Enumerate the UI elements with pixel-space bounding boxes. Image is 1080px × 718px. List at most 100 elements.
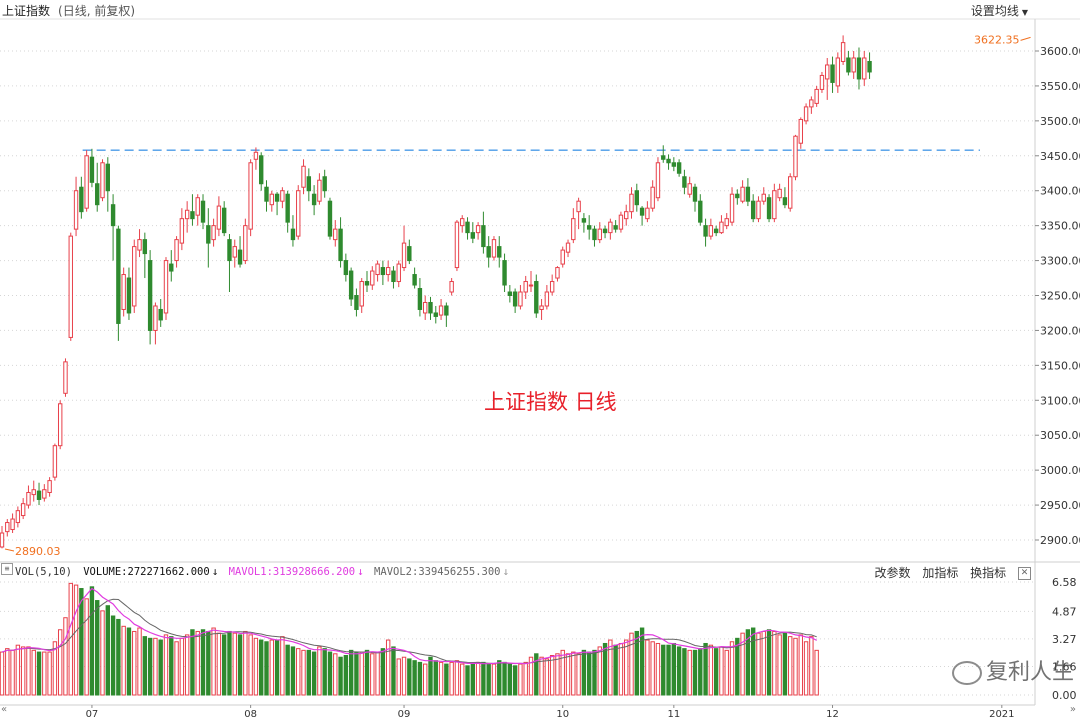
volume-tick-label: 4.87: [1052, 605, 1077, 618]
candle-down: [322, 176, 327, 192]
candle-up: [370, 270, 375, 286]
candle-down: [311, 193, 317, 206]
volume-bar-up: [491, 663, 497, 696]
volume-bar-up: [475, 661, 481, 696]
volume-bar-down: [412, 660, 417, 696]
candle-down: [417, 288, 423, 310]
candle-up: [772, 190, 777, 220]
close-icon[interactable]: ✕: [1018, 567, 1031, 580]
price-candles: [0, 35, 872, 549]
volume-bar-up: [549, 655, 555, 696]
price-tick-label: 3300.00: [1040, 255, 1080, 268]
volume-bar-down: [169, 636, 174, 696]
volume-bar-down: [507, 663, 513, 696]
mavol2-number: 339456255.300: [418, 566, 501, 578]
price-tick-label: 3000.00: [1040, 464, 1080, 477]
price-tick-label: 3100.00: [1040, 394, 1080, 407]
candle-up: [544, 291, 550, 307]
candle-up: [248, 162, 253, 230]
volume-bar-down: [486, 663, 491, 696]
volume-bar-down: [274, 639, 280, 696]
volume-bar-up: [137, 627, 142, 696]
volume-bar-up: [15, 644, 21, 696]
candle-up: [121, 274, 126, 310]
candle-down: [502, 260, 507, 286]
volume-bar-up: [555, 653, 560, 696]
volume-bar-down: [481, 661, 486, 696]
candle-down: [661, 155, 666, 160]
mavol1-number: 313928666.200: [272, 566, 356, 578]
candle-down: [147, 260, 153, 331]
volume-legend: VOL(5,10) VOLUME:272271662.000 ↓ MAVOL1:3…: [15, 565, 509, 578]
candle-down: [264, 186, 269, 202]
candle-up: [396, 263, 401, 283]
candle-up: [280, 190, 285, 202]
volume-bar-down: [417, 661, 423, 696]
volume-bar-up: [438, 661, 444, 696]
volume-bar-up: [528, 656, 534, 696]
time-tick-label: 12: [826, 709, 839, 718]
volume-bar-down: [433, 660, 438, 696]
candle-down: [364, 281, 370, 286]
candle-up: [84, 155, 89, 209]
collapse-icon[interactable]: ≡: [1, 563, 13, 575]
max-marker-label: 3622.35: [974, 33, 1020, 46]
candle-down: [750, 200, 756, 220]
candle-up: [650, 186, 655, 209]
candle-down: [444, 305, 449, 316]
chart-title: 上证指数: [2, 4, 51, 18]
mavol1-label: MAVOL1:: [228, 566, 273, 578]
candle-up: [708, 225, 714, 237]
price-tick-label: 3250.00: [1040, 290, 1080, 303]
candle-up: [729, 193, 735, 223]
volume-bar-up: [195, 630, 200, 696]
volume-bar-down: [327, 651, 333, 696]
candle-down: [465, 221, 470, 234]
volume-bar-down: [311, 651, 317, 696]
volume-bar-down: [259, 639, 264, 696]
volume-bar-down: [634, 630, 639, 696]
edit-params-button[interactable]: 改参数: [874, 566, 911, 580]
candle-up: [301, 165, 306, 188]
grid: [0, 18, 1080, 706]
volume-bar-down: [391, 646, 396, 696]
candle-up: [618, 214, 624, 230]
volume-bar-up: [814, 649, 819, 696]
candle-down: [412, 274, 417, 286]
candle-up: [216, 205, 222, 230]
axes: 3600.00 3550.00 3500.00 3450.00 3400.00 3350.…: [86, 45, 1080, 718]
candle-up: [475, 225, 481, 234]
volume-bar-up: [385, 639, 391, 696]
volume-bar-down: [465, 665, 470, 696]
candle-up: [840, 42, 846, 62]
candle-down: [830, 64, 835, 83]
volume-bar-down: [348, 649, 354, 696]
candle-down: [470, 232, 476, 239]
volume-bar-up: [449, 661, 454, 696]
min-marker-pointer: [4, 548, 15, 552]
add-indicator-button[interactable]: 加指标: [922, 566, 959, 580]
candle-down: [285, 193, 290, 223]
volume-bar-up: [708, 644, 714, 696]
candle-up: [862, 57, 867, 80]
set-moving-average-button[interactable]: 设置均线 ▼: [971, 2, 1028, 19]
volume-bar-down: [703, 642, 708, 696]
candle-up: [333, 228, 338, 241]
volume-bar-down: [147, 637, 153, 696]
volume-bar-down: [782, 632, 788, 696]
price-tick-label: 3200.00: [1040, 324, 1080, 337]
candle-up: [539, 305, 544, 310]
candle-up: [359, 281, 364, 307]
candle-down: [169, 263, 174, 272]
candle-up: [576, 200, 581, 213]
mavol1-line: [1, 587, 817, 665]
scroll-left-button[interactable]: «: [1, 704, 8, 715]
price-tick-label: 3550.00: [1040, 80, 1080, 93]
scroll-right-button[interactable]: »: [1069, 704, 1076, 715]
candle-down: [290, 228, 296, 241]
switch-indicator-button[interactable]: 换指标: [970, 566, 1007, 580]
volume-bar-up: [724, 649, 729, 696]
volume-bars: [0, 582, 819, 696]
candle-down: [354, 295, 359, 310]
volume-bar-down: [512, 665, 518, 696]
